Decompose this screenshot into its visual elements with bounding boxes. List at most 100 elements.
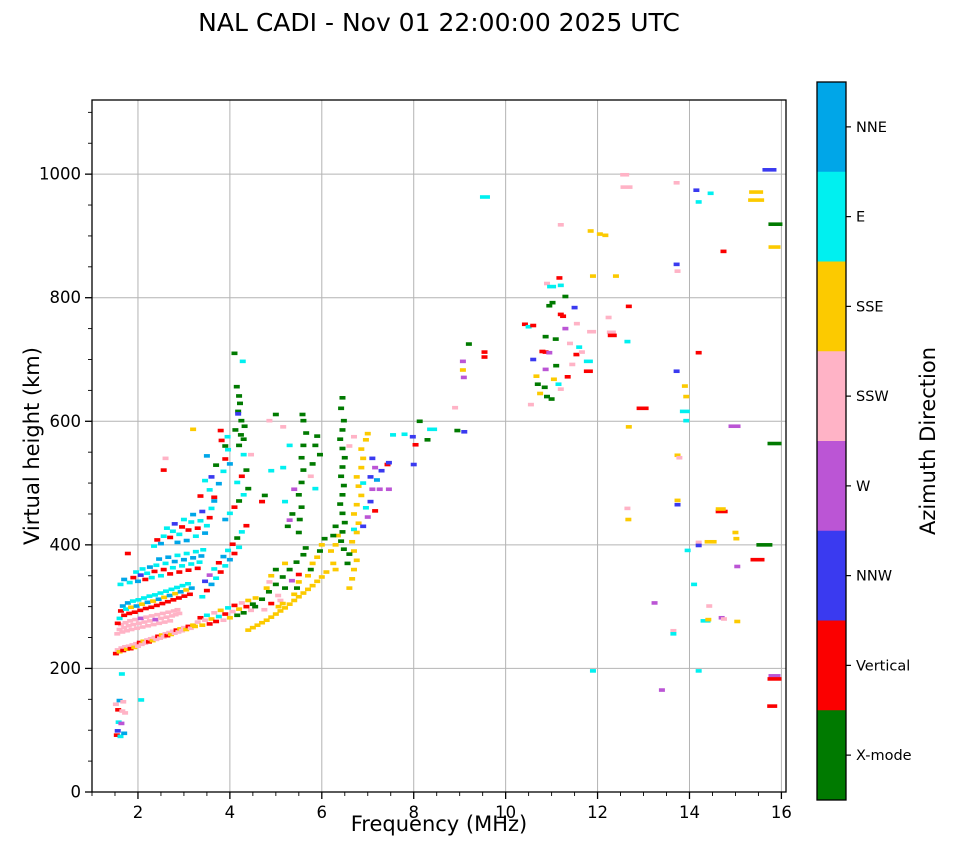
scatter-point: [203, 454, 210, 458]
scatter-point: [192, 534, 199, 539]
scatter-point: [358, 465, 365, 470]
scatter-point: [123, 628, 130, 633]
scatter-point: [134, 644, 141, 648]
scatter-point: [231, 603, 238, 608]
scatter-point: [199, 594, 206, 599]
scatter-point: [293, 586, 300, 590]
scatter-point: [222, 612, 229, 616]
scatter-point: [236, 443, 243, 448]
scatter-point: [339, 446, 346, 451]
scatter-point: [124, 601, 131, 605]
scatter-point: [241, 424, 248, 429]
scatter-point: [275, 604, 282, 609]
scatter-point: [562, 326, 569, 331]
scatter-point: [137, 573, 144, 577]
x-tick-label: 4: [225, 803, 236, 822]
scatter-point: [268, 615, 275, 619]
scatter-point: [194, 526, 201, 530]
scatter-point: [243, 523, 250, 528]
scatter-point: [122, 645, 129, 649]
scatter-point: [362, 438, 369, 442]
scatter-point: [454, 428, 461, 433]
scatter-point: [151, 593, 158, 597]
scatter-point: [587, 329, 597, 334]
scatter-point: [163, 526, 170, 530]
scatter-point: [557, 312, 564, 317]
scatter-point: [749, 190, 764, 194]
scatter-point: [225, 447, 232, 452]
scatter-point: [674, 498, 681, 503]
scatter-point: [295, 580, 302, 584]
scatter-point: [234, 613, 241, 618]
scatter-point: [376, 487, 383, 492]
scatter-point: [238, 601, 245, 605]
scatter-point: [341, 520, 348, 525]
scatter-point: [332, 543, 339, 547]
scatter-point: [199, 509, 206, 514]
scatter-point: [302, 546, 309, 550]
scatter-point: [552, 337, 559, 341]
scatter-point: [172, 591, 179, 596]
scatter-point: [344, 561, 351, 566]
scatter-point: [658, 688, 665, 692]
colorbar-segment-nne: [817, 82, 846, 173]
scatter-point: [148, 605, 155, 610]
scatter-point: [564, 375, 571, 379]
x-tick-label: 10: [495, 803, 516, 822]
scatter-point: [295, 572, 302, 577]
scatter-point: [128, 627, 135, 632]
x-tick-label: 8: [408, 803, 419, 822]
scatter-point: [135, 598, 142, 602]
scatter-point: [334, 533, 341, 538]
scatter-point: [173, 628, 180, 632]
scatter-point: [229, 609, 236, 614]
scatter-point: [151, 544, 158, 548]
scatter-point: [291, 487, 298, 492]
scatter-point: [316, 452, 323, 457]
scatter-point: [557, 387, 564, 391]
scatter-point: [156, 621, 163, 626]
scatter-point: [596, 232, 603, 236]
scatter-point: [191, 624, 198, 629]
scatter-point: [129, 599, 136, 603]
scatter-point: [286, 518, 293, 522]
scatter-point: [144, 638, 151, 642]
scatter-point: [125, 623, 132, 628]
scatter-point: [123, 647, 130, 652]
scatter-point: [203, 613, 210, 618]
scatter-point: [300, 468, 307, 472]
scatter-point: [695, 200, 702, 204]
scatter-point: [339, 530, 346, 534]
scatter-point: [143, 615, 150, 619]
scatter-point: [481, 350, 488, 354]
scatter-point: [179, 525, 186, 529]
scatter-point: [481, 355, 488, 359]
scatter-point: [153, 603, 160, 608]
scatter-point: [186, 592, 193, 597]
scatter-point: [330, 533, 337, 538]
scatter-point: [132, 617, 139, 622]
scatter-point: [569, 362, 576, 367]
scatter-point: [180, 517, 187, 522]
scatter-point: [549, 300, 556, 305]
scatter-point: [583, 359, 593, 364]
scatter-point: [353, 502, 360, 507]
scatter-point: [222, 457, 229, 461]
scatter-point: [537, 391, 544, 396]
scatter-point: [222, 517, 229, 522]
scatter-point: [175, 630, 182, 634]
scatter-point: [211, 495, 218, 500]
scatter-point: [185, 568, 192, 572]
scatter-point: [674, 502, 681, 507]
scatter-point: [288, 578, 295, 583]
scatter-point: [157, 591, 164, 595]
scatter-point: [248, 608, 255, 613]
scatter-point: [607, 333, 617, 338]
scatter-point: [327, 549, 334, 553]
scatter-point: [165, 555, 172, 560]
scatter-point: [293, 560, 300, 564]
scatter-point: [116, 616, 123, 621]
x-tick-label: 2: [133, 803, 144, 822]
scatter-point: [525, 324, 532, 329]
scatter-point: [243, 604, 250, 609]
